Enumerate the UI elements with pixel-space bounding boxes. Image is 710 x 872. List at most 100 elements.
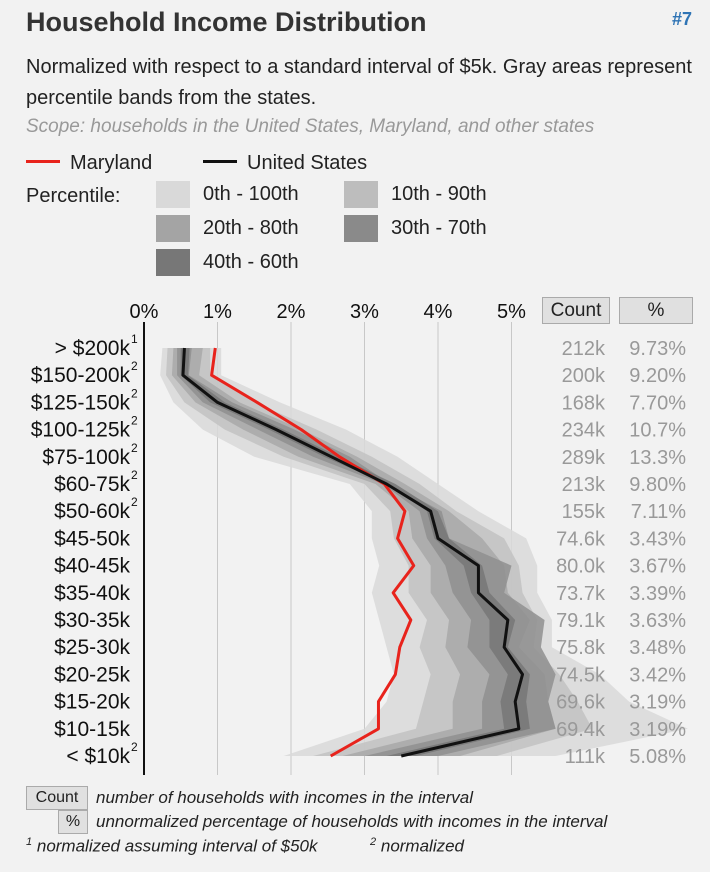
footnote-1-mark: 1 (26, 836, 33, 848)
x-tick-label: 4% (424, 301, 453, 323)
percentile-label: Percentile: (26, 185, 121, 207)
band-swatch (156, 249, 190, 276)
count-value: 213k (562, 474, 606, 496)
count-value: 74.6k (556, 528, 606, 550)
category-superscript: 2 (131, 414, 138, 428)
category-superscript: 2 (131, 441, 138, 455)
footnote-2-mark: 2 (370, 836, 377, 848)
percent-column-button[interactable]: % (619, 297, 693, 324)
legend-band-40-60: 40th - 60th (156, 249, 299, 276)
band-label: 10th - 90th (391, 183, 487, 205)
percent-value: 9.73% (629, 338, 686, 360)
band-swatch (344, 181, 378, 208)
band-swatch (156, 215, 190, 242)
x-tick-label: 0% (130, 301, 159, 323)
count-value: 80.0k (556, 556, 606, 578)
count-value: 111k (565, 746, 606, 768)
footnote-1-text: normalized assuming interval of $50k (36, 836, 318, 856)
legend-band-30-70: 30th - 70th (344, 215, 487, 242)
count-value: 155k (562, 501, 606, 523)
category-label: $35-40k (54, 582, 130, 605)
x-tick-label: 1% (203, 301, 232, 323)
percentile-band-2 (171, 348, 556, 756)
category-label: $50-60k (54, 500, 130, 523)
category-superscript: 2 (131, 359, 138, 373)
percent-value: 3.39% (629, 583, 686, 605)
category-label: < $10k (66, 745, 130, 768)
percent-value: 10.7% (629, 420, 686, 442)
category-label: $150-200k (31, 364, 131, 387)
legend-us-label: United States (247, 152, 368, 174)
count-value: 212k (562, 338, 606, 360)
legend-maryland-label: Maryland (70, 152, 153, 174)
legend-band-0-100: 0th - 100th (156, 181, 299, 208)
count-value: 75.8k (556, 637, 606, 659)
count-value: 79.1k (556, 610, 606, 632)
count-column-button[interactable]: Count (542, 297, 610, 324)
category-label: $125-150k (31, 391, 131, 414)
count-value: 73.7k (556, 583, 606, 605)
band-label: 20th - 80th (203, 217, 299, 239)
legend-maryland: Maryland (26, 152, 152, 175)
scope-note: Scope: households in the United States, … (26, 116, 595, 137)
category-label: $25-30k (54, 636, 130, 659)
percent-value: 7.11% (631, 501, 686, 523)
category-label: $75-100k (42, 446, 130, 469)
legend-band-20-80: 20th - 80th (156, 215, 299, 242)
maryland-line (210, 347, 416, 758)
count-legend-button[interactable]: Count (26, 786, 88, 810)
count-value: 234k (562, 420, 606, 442)
category-label: $30-35k (54, 609, 130, 632)
chart-number-badge[interactable]: #7 (671, 9, 692, 29)
legend-us: United States (203, 152, 367, 175)
count-value: 200k (562, 365, 606, 387)
percent-value: 3.67% (629, 556, 686, 578)
percent-value: 3.48% (629, 637, 686, 659)
percent-value: 3.63% (629, 610, 686, 632)
maryland-swatch (26, 160, 60, 164)
subtitle: Normalized with respect to a standard in… (26, 56, 692, 109)
percent-value: 13.3% (629, 447, 686, 469)
us-line (181, 347, 525, 758)
us-swatch (203, 160, 237, 164)
count-value: 69.6k (556, 692, 606, 714)
category-label: > $200k (55, 337, 131, 360)
category-label: $45-50k (54, 527, 130, 550)
band-label: 40th - 60th (203, 251, 299, 273)
percent-value: 3.19% (629, 719, 686, 741)
count-description: number of households with incomes in the… (96, 788, 474, 807)
percent-value: 9.80% (629, 474, 686, 496)
category-label: $60-75k (54, 473, 130, 496)
count-value: 168k (562, 392, 606, 414)
x-tick-label: 2% (277, 301, 306, 323)
category-superscript: 2 (131, 386, 138, 400)
category-superscript: 2 (131, 495, 138, 509)
legend-band-10-90: 10th - 90th (344, 181, 487, 208)
count-value: 69.4k (556, 719, 606, 741)
percent-value: 7.70% (629, 392, 686, 414)
page-title: Household Income Distribution (26, 7, 427, 37)
percent-value: 3.42% (629, 664, 686, 686)
band-label: 30th - 70th (391, 217, 487, 239)
percent-legend-button[interactable]: % (58, 810, 88, 834)
percent-value: 3.43% (629, 528, 686, 550)
x-tick-label: 5% (497, 301, 526, 323)
percent-value: 5.08% (629, 746, 686, 768)
category-superscript: 2 (131, 740, 138, 754)
footnote-2-text: normalized (380, 836, 465, 856)
band-label: 0th - 100th (203, 183, 299, 205)
category-superscript: 1 (131, 332, 138, 346)
footnote-2: 2 normalized (370, 836, 464, 857)
count-value: 289k (562, 447, 606, 469)
x-tick-label: 3% (350, 301, 379, 323)
band-swatch (156, 181, 190, 208)
category-label: $20-25k (54, 663, 130, 686)
category-label: $10-15k (54, 718, 130, 741)
footnote-1: 1 normalized assuming interval of $50k (26, 836, 318, 857)
category-label: $15-20k (54, 691, 130, 714)
category-label: $100-125k (31, 419, 131, 442)
percent-description: unnormalized percentage of households wi… (96, 812, 608, 831)
percent-value: 3.19% (629, 692, 686, 714)
category-superscript: 2 (131, 468, 138, 482)
